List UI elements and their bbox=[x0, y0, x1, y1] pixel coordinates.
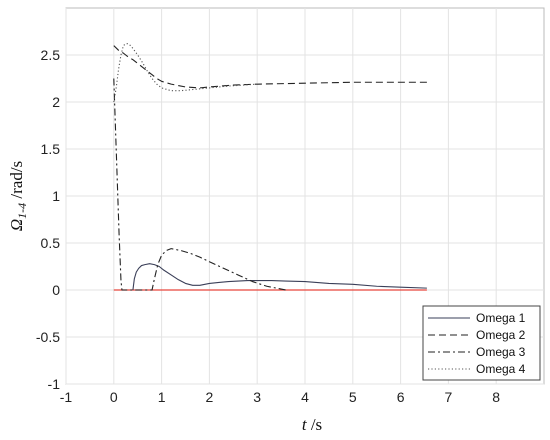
y-tick-label: 2 bbox=[52, 94, 60, 110]
y-tick-label: 0 bbox=[52, 282, 60, 298]
legend-label: Omega 2 bbox=[476, 328, 526, 342]
x-tick-label: 5 bbox=[349, 389, 357, 405]
x-axis-label: t /s bbox=[302, 415, 322, 434]
x-tick-label: 0 bbox=[110, 389, 118, 405]
series-line-omega-2 bbox=[113, 45, 427, 89]
plot-lines bbox=[113, 43, 427, 291]
x-tick-label: 8 bbox=[492, 389, 500, 405]
legend-label: Omega 3 bbox=[476, 345, 526, 359]
legend-label: Omega 1 bbox=[476, 311, 526, 325]
y-tick-label: -0.5 bbox=[36, 329, 60, 345]
y-tick-label: 1.5 bbox=[41, 141, 61, 157]
series-line-omega-1 bbox=[132, 263, 427, 291]
series-line-omega-3 bbox=[113, 78, 286, 291]
x-tick-label: 4 bbox=[301, 389, 309, 405]
axis-ticks: -1 0 1 2 3 4 5 6 7 8 -1 -0.5 0 0.5 1 1.5 2 2.5 bbox=[36, 47, 500, 405]
x-tick-label: 1 bbox=[158, 389, 166, 405]
x-tick-label: 2 bbox=[206, 389, 214, 405]
y-axis-label: Ω1-4 /rad/s bbox=[7, 161, 29, 231]
legend-label: Omega 4 bbox=[476, 362, 526, 376]
x-tick-label: 7 bbox=[445, 389, 453, 405]
x-tick-label: 3 bbox=[253, 389, 261, 405]
y-tick-label: 1 bbox=[52, 188, 60, 204]
y-tick-label: 0.5 bbox=[41, 235, 61, 251]
x-tick-label: 6 bbox=[397, 389, 405, 405]
x-tick-label: -1 bbox=[60, 389, 73, 405]
y-tick-label: -1 bbox=[48, 376, 61, 392]
legend: Omega 1 Omega 2 Omega 3 Omega 4 bbox=[422, 305, 541, 381]
y-tick-label: 2.5 bbox=[41, 47, 61, 63]
